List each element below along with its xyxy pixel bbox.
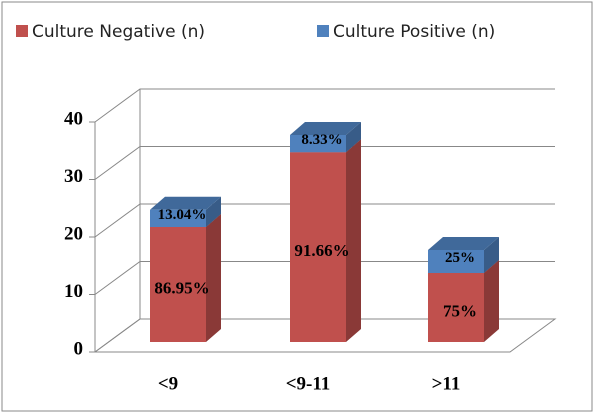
legend-swatch [16, 25, 28, 37]
bar-side [346, 122, 361, 153]
y-tick-label: 10 [64, 281, 83, 302]
grid-line [94, 318, 555, 353]
value-label: 75% [443, 301, 477, 320]
bar-top [428, 237, 499, 250]
x-tick-label: >11 [432, 373, 461, 394]
bar [290, 135, 346, 153]
value-label: 8.33% [301, 132, 342, 148]
y-tick-label: 30 [64, 166, 83, 187]
grid-line [94, 261, 555, 295]
y-tick-label: 0 [74, 338, 84, 359]
grid-line [94, 203, 555, 238]
y-tick-label: 20 [64, 223, 83, 244]
value-label: 13.04% [158, 207, 207, 223]
bar [428, 273, 484, 342]
bar-side [206, 196, 221, 227]
bar-top [290, 122, 361, 135]
bar-side [346, 139, 361, 342]
value-label: 86.95% [154, 278, 209, 297]
bar [150, 227, 206, 342]
legend-swatch [317, 25, 329, 37]
y-tick-label: 40 [64, 108, 83, 129]
bar-top [150, 196, 221, 210]
bar-side [206, 214, 221, 342]
value-label: 25% [445, 250, 475, 266]
x-tick-label: <9-11 [286, 373, 331, 394]
bar [150, 209, 206, 227]
bar [428, 250, 484, 273]
value-label: 91.66% [294, 241, 349, 260]
legend-label: Culture Negative (n) [32, 22, 205, 42]
grid-line [94, 146, 555, 180]
bar-side [484, 237, 499, 273]
x-tick-label: <9 [158, 373, 178, 394]
bar [290, 152, 346, 342]
bar-side [484, 260, 499, 342]
legend-label: Culture Positive (n) [333, 22, 495, 42]
grid-line [94, 88, 555, 123]
